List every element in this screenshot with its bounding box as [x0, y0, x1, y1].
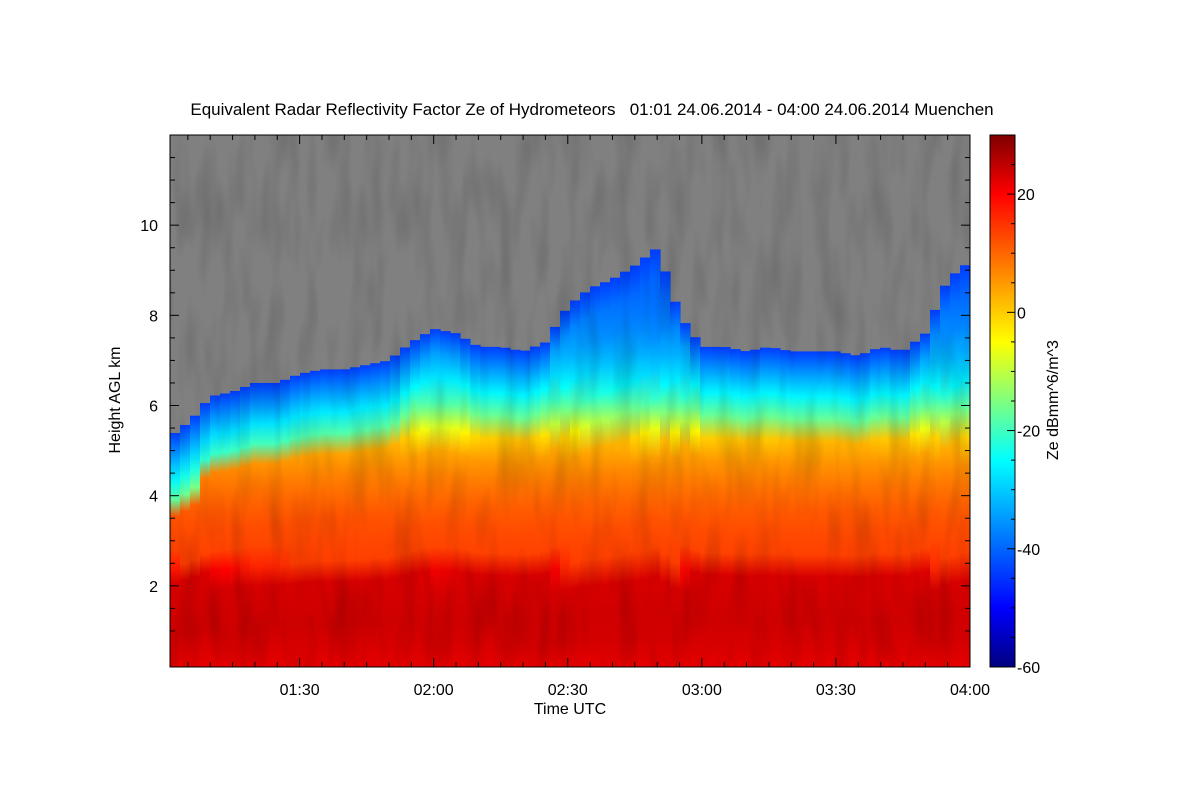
plot-area [170, 135, 970, 667]
colorbar-tick-label: 20 [1017, 187, 1035, 204]
y-tick-label: 10 [140, 218, 158, 235]
colorbar-tick-label: -60 [1017, 660, 1040, 677]
colorbar [989, 134, 1016, 668]
plot-frame [169, 134, 971, 668]
x-tick-label: 03:30 [816, 682, 856, 699]
colorbar-tick-label: 0 [1017, 305, 1026, 322]
colorbar-label: Ze dBmm^6/m^3 [1045, 340, 1062, 460]
colorbar-tick-label: -20 [1017, 424, 1040, 441]
y-tick-label: 2 [149, 579, 158, 596]
fallstreak-texture [170, 135, 970, 667]
x-tick-label: 02:30 [548, 682, 588, 699]
x-tick-label: 01:30 [280, 682, 320, 699]
y-tick-label: 6 [149, 399, 158, 416]
x-tick-label: 03:00 [682, 682, 722, 699]
y-axis: 2 4 6 8 10 [140, 157, 970, 632]
colorbar-tick-label: -40 [1017, 542, 1040, 559]
chart-title: Equivalent Radar Reflectivity Factor Ze … [190, 100, 993, 119]
x-tick-label: 02:00 [414, 682, 454, 699]
x-tick-label: 04:00 [950, 682, 990, 699]
y-axis-label: Height AGL km [107, 346, 124, 453]
x-axis: 01:30 02:00 02:30 03:00 03:30 04:00 [187, 135, 990, 699]
y-tick-label: 8 [149, 308, 158, 325]
colorbar-axis: 20 0 -20 -40 -60 [1007, 134, 1040, 677]
x-axis-label: Time UTC [534, 701, 606, 718]
y-tick-label: 4 [149, 489, 158, 506]
